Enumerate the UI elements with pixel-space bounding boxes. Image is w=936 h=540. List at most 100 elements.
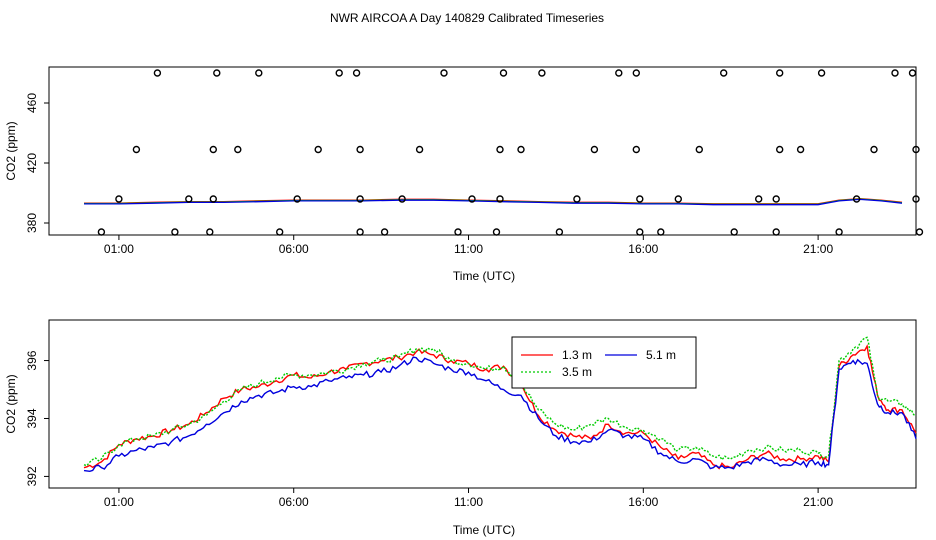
calibration-point	[356, 195, 364, 203]
calibration-point	[720, 69, 728, 77]
calibration-point	[440, 69, 448, 77]
bottom-x-tick-label: 21:00	[803, 495, 833, 509]
top-panel: 01:00 06:00 11:00 16:00 21:00 380 420 460 Time…	[4, 66, 924, 283]
calibration-point	[695, 145, 703, 154]
bottom-y-tick-label: 396	[25, 350, 39, 370]
calibration-point	[555, 228, 564, 236]
calibration-point	[356, 145, 364, 154]
calibration-point	[730, 228, 738, 236]
calibration-point	[776, 145, 784, 154]
calibration-point	[380, 228, 389, 236]
bottom-plot-frame	[48, 319, 917, 489]
calibration-point	[132, 145, 141, 154]
top-y-tick-label: 460	[25, 93, 39, 113]
legend: 1.3 m 5.1 m 3.5 m	[511, 336, 697, 389]
legend-label-3-5m: 3.5 m	[562, 365, 592, 379]
top-x-tick-label: 21:00	[803, 242, 833, 256]
calibration-point	[517, 145, 525, 154]
bottom-x-tick-label: 16:00	[628, 495, 658, 509]
top-x-tick-label: 16:00	[628, 242, 658, 256]
top-y-axis-label: CO2 (ppm)	[4, 121, 18, 180]
calibration-point	[573, 195, 581, 203]
calibration-point	[776, 69, 784, 77]
calibration-point	[852, 195, 861, 203]
chart-title: NWR AIRCOA A Day 140829 Calibrated Times…	[330, 11, 604, 25]
bottom-x-tick-label: 06:00	[279, 495, 309, 509]
calibration-point	[206, 228, 214, 236]
calibration-point	[657, 228, 665, 236]
bottom-x-tick-label: 01:00	[104, 495, 134, 509]
calibration-point	[538, 69, 546, 77]
calibration-point	[293, 195, 301, 203]
legend-label-5-1m: 5.1 m	[646, 348, 676, 362]
top-plot-frame	[48, 66, 917, 236]
calibration-point	[496, 145, 504, 154]
calibration-point	[891, 69, 899, 77]
calibration-point	[632, 69, 640, 77]
calibration-point	[636, 195, 644, 203]
top-ambient-line	[84, 198, 903, 206]
calibration-point	[674, 195, 682, 203]
bottom-x-axis-label: Time (UTC)	[453, 523, 515, 537]
calibration-point	[912, 195, 920, 203]
calibration-point	[255, 69, 263, 77]
calibration-point	[632, 145, 640, 154]
top-ambient-lines	[84, 197, 903, 206]
calibration-point	[772, 195, 780, 203]
calibration-point	[185, 195, 193, 203]
calibration-point	[171, 228, 179, 236]
calibration-point	[492, 228, 501, 236]
series-line-5-1-m	[83, 356, 917, 473]
bottom-panel: 01:00 06:00 11:00 16:00 21:00 392 394 396 Time…	[4, 319, 917, 537]
top-x-axis: 01:00 06:00 11:00 16:00 21:00	[104, 235, 833, 256]
calibration-point	[213, 69, 221, 77]
calibration-point	[356, 228, 364, 236]
calibration-point	[590, 145, 599, 154]
top-x-tick-label: 06:00	[279, 242, 309, 256]
top-y-tick-label: 420	[25, 153, 39, 173]
calibration-point	[468, 195, 476, 203]
top-x-tick-label: 11:00	[454, 242, 483, 256]
calibration-point	[209, 195, 218, 203]
calibration-point	[398, 195, 406, 203]
top-x-axis-label: Time (UTC)	[453, 269, 515, 283]
bottom-y-axis-label: CO2 (ppm)	[4, 374, 18, 433]
bottom-x-tick-label: 11:00	[454, 495, 483, 509]
calibration-point	[499, 69, 508, 77]
bottom-y-tick-label: 392	[25, 466, 39, 486]
legend-label-1-3m: 1.3 m	[562, 348, 592, 362]
calibration-point	[314, 145, 322, 154]
calibration-point	[276, 228, 284, 236]
series-line-3-5-m	[83, 336, 917, 467]
bottom-x-axis: 01:00 06:00 11:00 16:00 21:00	[104, 488, 833, 509]
top-y-tick-label: 380	[25, 213, 39, 233]
top-calibration-points	[97, 69, 924, 236]
calibration-point	[454, 228, 462, 236]
top-x-tick-label: 01:00	[104, 242, 134, 256]
calibration-point	[496, 195, 504, 203]
calibration-point	[209, 145, 218, 154]
calibration-point	[97, 228, 106, 236]
calibration-point	[755, 195, 763, 203]
bottom-y-tick-label: 394	[25, 408, 39, 428]
calibration-point	[153, 69, 162, 77]
bottom-y-axis: 392 394 396	[25, 350, 49, 486]
calibration-point	[335, 69, 343, 77]
calibration-point	[636, 228, 644, 236]
calibration-point	[912, 145, 920, 154]
series-line-1-3-m	[83, 343, 917, 470]
calibration-point	[796, 145, 805, 154]
calibration-point	[615, 69, 623, 77]
calibration-point	[870, 145, 878, 154]
calibration-point	[908, 69, 917, 77]
top-y-axis: 380 420 460	[25, 93, 49, 233]
calibration-point	[115, 195, 123, 203]
calibration-point	[772, 228, 780, 236]
calibration-point	[835, 228, 843, 236]
calibration-point	[352, 69, 361, 77]
calibration-point	[234, 145, 242, 154]
bottom-series-lines	[83, 336, 917, 473]
calibration-point	[915, 228, 924, 236]
calibration-point	[415, 145, 424, 154]
